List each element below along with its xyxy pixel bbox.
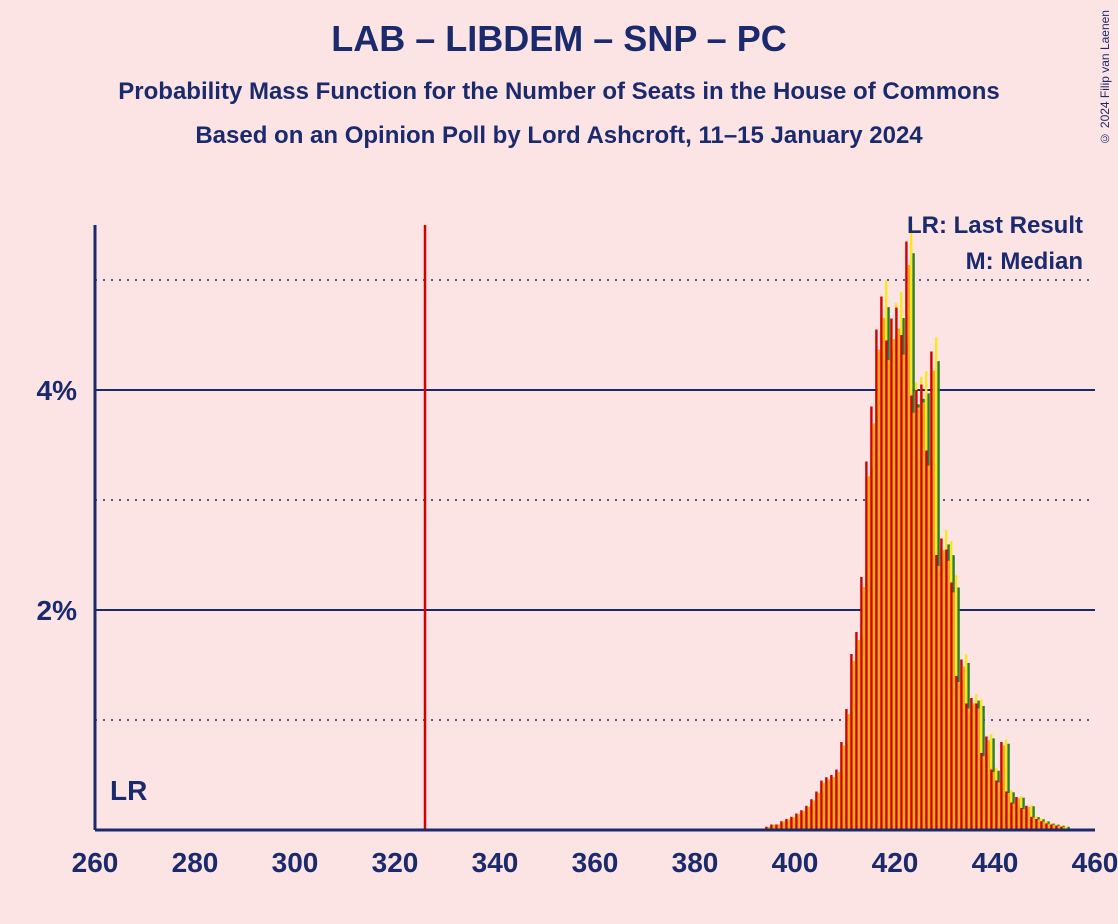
x-tick-label: 460 [1072,847,1118,878]
y-tick-label: 4% [37,375,78,406]
lr-label: LR [110,775,147,806]
legend-lr: LR: Last Result [907,212,1083,239]
x-tick-label: 320 [372,847,419,878]
x-tick-label: 340 [472,847,519,878]
x-tick-label: 360 [572,847,619,878]
x-tick-label: 400 [772,847,819,878]
y-tick-label: 2% [37,595,78,626]
pmf-chart: 2% 4% 260 280 300 320 340 360 380 400 420 440 460 LR L… [0,0,1118,924]
legend-m: M: Median [966,248,1083,275]
x-tick-label: 280 [172,847,219,878]
x-tick-label: 440 [972,847,1019,878]
x-tick-label: 300 [272,847,319,878]
x-tick-label: 420 [872,847,919,878]
x-tick-label: 260 [72,847,119,878]
x-tick-label: 380 [672,847,719,878]
